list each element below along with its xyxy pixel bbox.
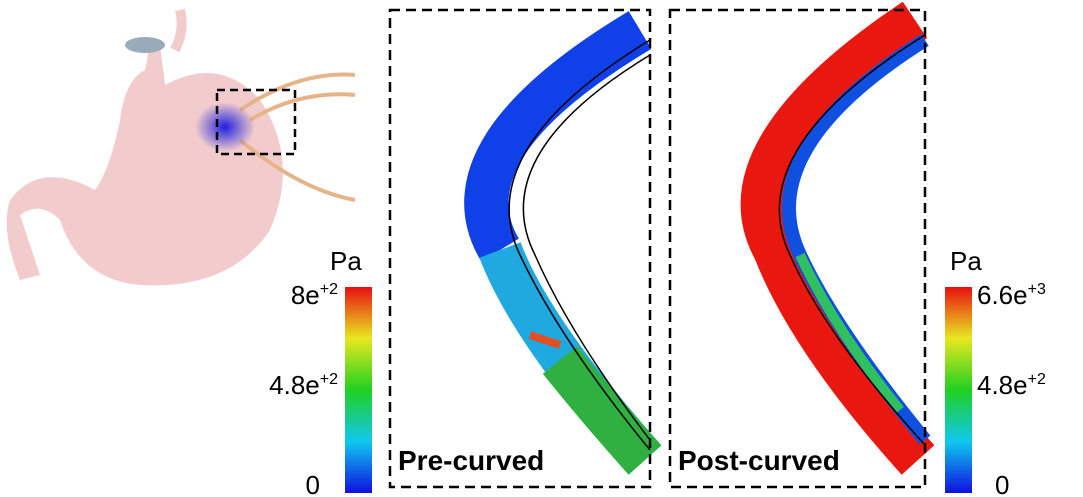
figure: Pa 8e+2 4.8e+2 0 Pre-curved Post-curved … <box>0 0 1083 497</box>
tick-label: 4.8e+2 <box>269 370 338 400</box>
tick-label: 8e+2 <box>291 280 338 310</box>
text-part: +2 <box>320 371 338 388</box>
tick-label: 0 <box>306 470 320 497</box>
panel-label: Pre-curved <box>398 445 544 476</box>
text-part: 8e <box>291 280 320 310</box>
tick-label: 4.8e+2 <box>977 370 1046 400</box>
text-part: 4.8e <box>977 370 1028 400</box>
tick-label: 6.6e+3 <box>977 280 1046 310</box>
post-curved-panel: Post-curved <box>670 10 925 487</box>
colorbar <box>945 287 972 493</box>
unit-label: Pa <box>330 246 362 276</box>
text-part: +3 <box>1028 281 1046 298</box>
text-part: 4.8e <box>269 370 320 400</box>
tick-label: 0 <box>995 470 1009 497</box>
stomach-illustration <box>7 10 355 285</box>
text-part: 6.6e <box>977 280 1028 310</box>
pre-curved-panel: Pre-curved <box>390 10 650 487</box>
text-part: 0 <box>306 470 320 497</box>
text-part: 0 <box>995 470 1009 497</box>
panel-label: Post-curved <box>678 445 840 476</box>
text-part: +2 <box>1028 371 1046 388</box>
text-part: +2 <box>320 281 338 298</box>
colorbar <box>345 287 372 493</box>
unit-label: Pa <box>950 246 982 276</box>
